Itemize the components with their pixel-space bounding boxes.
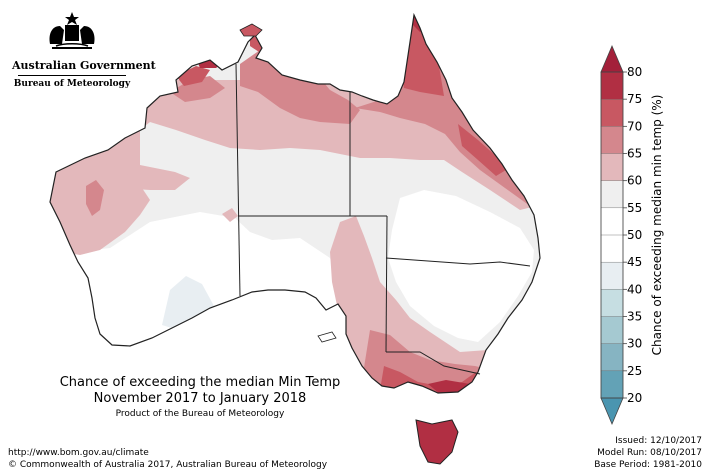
colorbar-tick-label: 80 xyxy=(627,65,642,79)
colorbar-tick-label: 35 xyxy=(627,310,642,324)
colorbar-max-arrow xyxy=(600,44,624,73)
tasmania xyxy=(415,419,459,465)
bureau-name: Bureau of Meteorology xyxy=(13,79,131,89)
australia-coastline xyxy=(49,12,541,394)
colorbar-bin-50-55 xyxy=(600,207,624,236)
colorbar-bin-65-70 xyxy=(600,126,624,155)
issued-date: Issued: 12/10/2017 xyxy=(615,436,702,446)
colorbar-tick-label: 55 xyxy=(627,201,642,215)
colorbar-bin-20-25 xyxy=(600,370,624,399)
tiwi-islands xyxy=(239,23,263,37)
colorbar-title: Chance of exceeding median min temp (%) xyxy=(650,95,664,356)
colorbar-tick-label: 30 xyxy=(627,337,642,351)
base-period: Base Period: 1981-2010 xyxy=(594,460,702,470)
climate-url-link[interactable]: http://www.bom.gov.au/climate xyxy=(8,448,149,458)
colorbar-bin-35-40 xyxy=(600,289,624,318)
colorbar-bin-75-80 xyxy=(600,71,624,100)
colorbar-bin-60-65 xyxy=(600,153,624,182)
colorbar-tick-label: 45 xyxy=(627,255,642,269)
colorbar-min-arrow xyxy=(600,397,624,426)
colorbar-tick-label: 70 xyxy=(627,119,642,133)
footer-right: Issued: 12/10/2017 Model Run: 08/10/2017… xyxy=(594,435,702,471)
kangaroo-island xyxy=(317,331,337,343)
colorbar-tick-label: 60 xyxy=(627,174,642,188)
colorbar-tick-label: 65 xyxy=(627,147,642,161)
government-logo: Australian Government Bureau of Meteorol… xyxy=(12,10,156,89)
coat-of-arms-icon xyxy=(49,12,95,49)
map-subtitle: Product of the Bureau of Meteorology xyxy=(115,409,285,419)
government-name: Australian Government xyxy=(12,59,156,72)
colorbar-bin-25-30 xyxy=(600,343,624,372)
colorbar-tick-label: 50 xyxy=(627,228,642,242)
model-run-date: Model Run: 08/10/2017 xyxy=(597,448,702,458)
footer-left: http://www.bom.gov.au/climate © Commonwe… xyxy=(8,447,327,471)
colorbar-bin-30-35 xyxy=(600,316,624,345)
colorbar-tick-label: 40 xyxy=(627,282,642,296)
state-borders xyxy=(235,63,531,375)
map-title-line2: November 2017 to January 2018 xyxy=(93,391,307,406)
colorbar-bins xyxy=(600,71,624,399)
copyright-text: © Commonwealth of Australia 2017, Austra… xyxy=(8,460,328,470)
colorbar-bin-70-75 xyxy=(600,98,624,128)
map-title-line1: Chance of exceeding the median Min Temp xyxy=(59,375,341,390)
colorbar-tick-label: 25 xyxy=(627,364,642,378)
colorbar-tick-label: 20 xyxy=(627,391,642,405)
colorbar-bin-40-45 xyxy=(600,261,624,291)
colorbar-bin-45-50 xyxy=(600,234,624,263)
colorbar: 80 75 70 65 60 55 50 45 40 35 30 25 20 Chance of exc… xyxy=(600,44,664,426)
map-title: Chance of exceeding the median Min Temp … xyxy=(40,375,360,407)
logo-divider xyxy=(18,75,126,76)
colorbar-bin-55-60 xyxy=(600,180,624,209)
colorbar-ticks: 80 75 70 65 60 55 50 45 40 35 30 25 20 xyxy=(623,65,642,405)
colorbar-tick-label: 75 xyxy=(627,92,642,106)
